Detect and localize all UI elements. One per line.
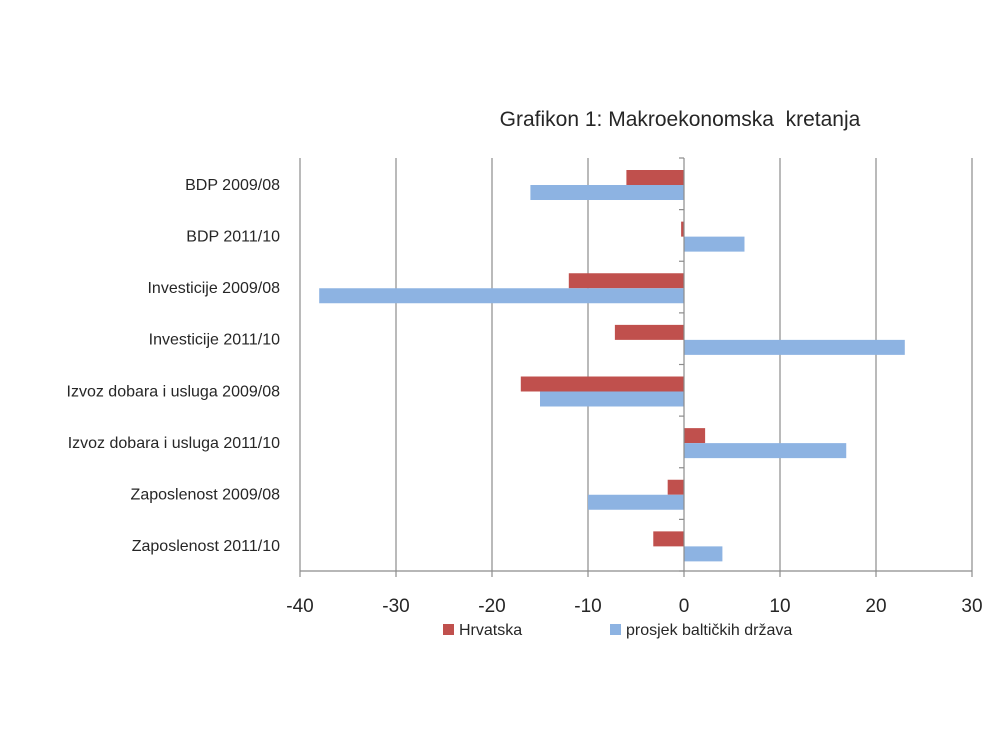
bar-hrvatska [684,428,706,444]
category-label: Investicije 2009/08 [147,280,280,297]
bar-prosjek-baltickih-drzava [684,443,847,459]
bar-prosjek-baltickih-drzava [684,546,723,562]
bar-hrvatska [667,479,684,495]
bar-hrvatska [520,376,684,392]
x-tick-label: 20 [865,596,886,617]
bar-hrvatska [626,170,684,185]
x-tick-label: 10 [769,596,790,617]
category-labels: BDP 2009/08 BDP 2011/10 Investicije 2009/0… [67,177,281,555]
x-tick-label: -10 [574,596,601,617]
category-label: Izvoz dobara i usluga 2009/08 [67,383,281,400]
legend-label-prosjek-baltickih-drzava: prosjek baltičkih država [626,622,792,639]
legend-swatch-prosjek-baltickih-drzava [610,624,621,635]
legend-label-hrvatska: Hrvatska [459,622,522,639]
bar-hrvatska [653,531,684,547]
bar-prosjek-baltickih-drzava [588,494,684,510]
tick-labels: -40 -30 -20 -10 0 10 20 30 [286,596,982,617]
category-label: BDP 2011/10 [186,228,280,245]
category-label: Investicije 2011/10 [149,332,280,349]
x-tick-label: -30 [382,596,409,617]
category-label: Zaposlenost 2009/08 [131,487,281,504]
axes [299,157,973,577]
category-label: Izvoz dobara i usluga 2011/10 [68,435,280,452]
x-tick-label: -20 [478,596,505,617]
category-label: Zaposlenost 2011/10 [132,538,280,555]
bar-prosjek-baltickih-drzava [684,339,905,355]
bar-prosjek-baltickih-drzava [540,391,684,407]
x-tick-label: 30 [961,596,982,617]
x-tick-label: 0 [679,596,690,617]
legend: Hrvatska prosjek baltičkih država [443,622,792,639]
chart-title: Grafikon 1: Makroekonomska kretanja [500,108,861,131]
bar-hrvatska [568,273,684,289]
bar-prosjek-baltickih-drzava [684,236,745,252]
bar-prosjek-baltickih-drzava [530,185,684,200]
bar-hrvatska [614,324,684,340]
gridlines [299,158,973,571]
bar-prosjek-baltickih-drzava [319,288,684,304]
category-label: BDP 2009/08 [185,177,280,194]
x-tick-label: -40 [286,596,313,617]
legend-swatch-hrvatska [443,624,454,635]
bars [319,170,905,562]
bar-hrvatska [681,221,684,237]
